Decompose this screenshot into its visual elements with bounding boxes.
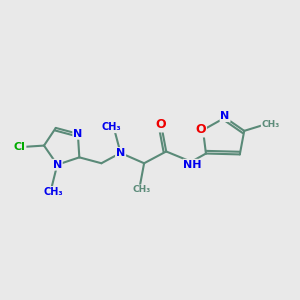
Text: N: N <box>73 129 83 139</box>
Text: O: O <box>155 118 166 131</box>
Text: N: N <box>220 111 230 121</box>
Text: CH₃: CH₃ <box>132 185 150 194</box>
Text: Cl: Cl <box>14 142 26 152</box>
Text: O: O <box>195 124 206 136</box>
Text: CH₃: CH₃ <box>262 120 280 129</box>
Text: NH: NH <box>183 160 202 170</box>
Text: CH₃: CH₃ <box>43 187 63 197</box>
Text: CH₃: CH₃ <box>101 122 121 132</box>
Text: N: N <box>52 160 62 170</box>
Text: N: N <box>116 148 125 158</box>
